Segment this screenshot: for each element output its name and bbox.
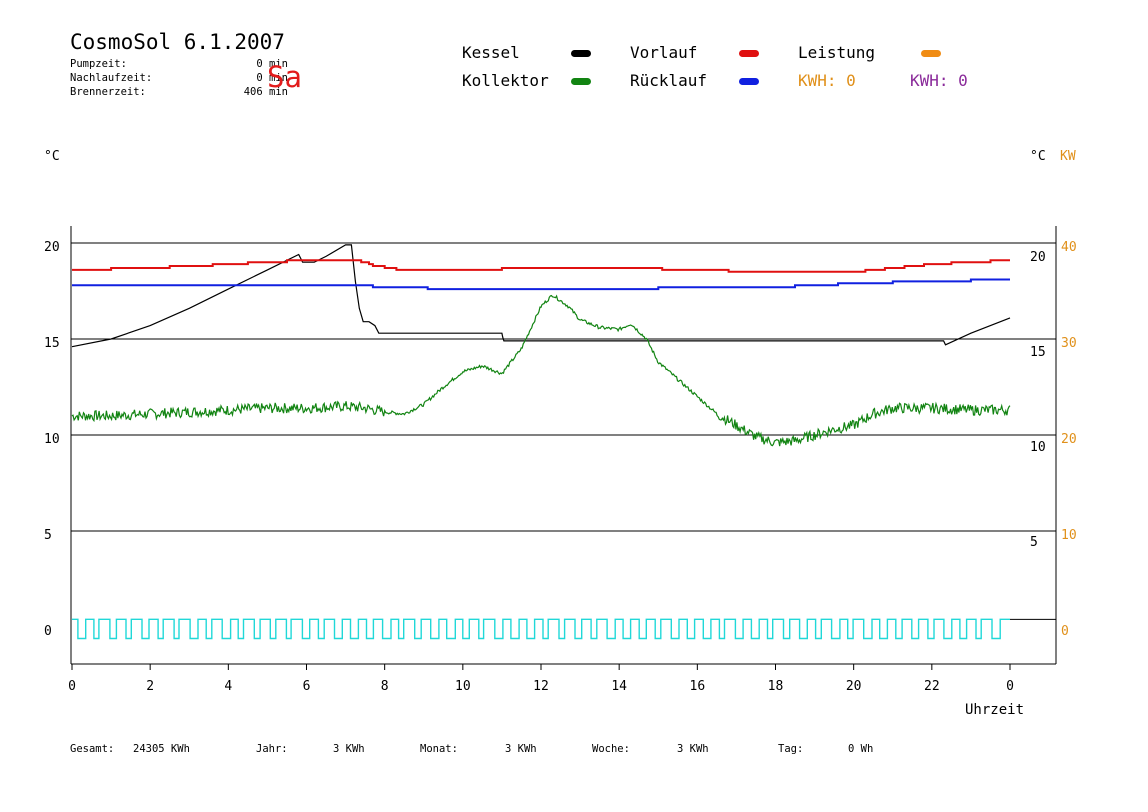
series-line-vorlauf [72, 259, 1010, 273]
right-power-tick-label: 0 [1061, 624, 1069, 639]
footer-jahr-value: 3 KWh [333, 743, 365, 755]
x-tick-label: 10 [455, 679, 471, 694]
x-tick-label: 8 [381, 679, 389, 694]
right-power-tick-label: 30 [1061, 336, 1077, 351]
x-tick-label: 12 [533, 679, 549, 694]
legend-label-leistung: Leistung [798, 43, 876, 62]
left-axis-unit: °C [44, 149, 60, 164]
legend-swatch-kessel [571, 50, 591, 57]
footer-gesamt-value: 24305 KWh [133, 743, 190, 755]
x-tick-label: 16 [690, 679, 706, 694]
x-tick-label: 6 [303, 679, 311, 694]
legend-swatch-vorlauf [739, 50, 759, 57]
left-tick-label: 0 [44, 624, 52, 639]
series-line-kollektor [71, 294, 1011, 447]
footer-woche-label: Woche: [592, 743, 630, 755]
right-axis-power-unit: KW [1060, 149, 1076, 164]
legend-label-kollektor: Kollektor [462, 71, 549, 90]
footer-tag-value: 0 Wh [848, 743, 874, 755]
legend-swatch-kollektor [571, 78, 591, 85]
x-tick-label: 20 [846, 679, 862, 694]
right-axis-temp-unit: °C [1030, 149, 1046, 164]
legend-label-vorlauf: Vorlauf [630, 43, 698, 62]
right-power-tick-label: 40 [1061, 240, 1077, 255]
footer-tag-label: Tag: [778, 743, 804, 755]
footer-monat-label: Monat: [420, 743, 458, 755]
x-axis-label: Uhrzeit [965, 702, 1025, 718]
x-tick-label: 0 [68, 679, 76, 694]
legend-swatch-leistung [921, 50, 941, 57]
right-temp-tick-label: 5 [1030, 535, 1038, 550]
x-tick-label: 14 [611, 679, 627, 694]
footer-jahr-label: Jahr: [256, 743, 288, 755]
legend-label-kessel: Kessel [462, 43, 520, 62]
stat-label: Brennerzeit: [70, 86, 146, 98]
stat-row-brennerzeit: Brennerzeit: 406 min [70, 86, 288, 98]
stat-value: 0 min [256, 72, 288, 84]
x-tick-label: 4 [224, 679, 232, 694]
kwh-orange-label: KWH: 0 [798, 71, 856, 90]
left-tick-label: 5 [44, 528, 52, 543]
series-line-ruecklauf [72, 278, 1010, 291]
right-power-tick-label: 10 [1061, 528, 1077, 543]
x-tick-label: 2 [146, 679, 154, 694]
legend-swatch-ruecklauf [739, 78, 759, 85]
weekday-label: Sa [267, 60, 302, 94]
series-line-kessel [71, 244, 1011, 348]
right-temp-tick-label: 20 [1030, 250, 1046, 265]
left-tick-label: 20 [44, 240, 60, 255]
stat-row-pumpzeit: Pumpzeit: 0 min [70, 58, 288, 70]
left-tick-label: 15 [44, 336, 60, 351]
x-tick-label: 22 [924, 679, 940, 694]
footer-monat-value: 3 KWh [505, 743, 537, 755]
right-power-tick-label: 20 [1061, 432, 1077, 447]
x-tick-label: 18 [768, 679, 784, 694]
stat-value: 0 min [256, 58, 288, 70]
stat-row-nachlaufzeit: Nachlaufzeit: 0 min [70, 72, 288, 84]
stat-label: Pumpzeit: [70, 58, 127, 70]
footer-woche-value: 3 KWh [677, 743, 709, 755]
stat-label: Nachlaufzeit: [70, 72, 153, 84]
kwh-purple-label: KWH: 0 [910, 71, 968, 90]
footer-gesamt-label: Gesamt: [70, 743, 115, 755]
stat-value: 406 min [243, 86, 288, 98]
x-tick-label: 0 [1006, 679, 1014, 694]
pump-signal-line [72, 618, 1010, 640]
left-tick-label: 10 [44, 432, 60, 447]
legend-label-ruecklauf: Rücklauf [630, 71, 708, 90]
right-temp-tick-label: 10 [1030, 440, 1046, 455]
chart-title: CosmoSol 6.1.2007 [70, 30, 285, 54]
right-temp-tick-label: 15 [1030, 345, 1046, 360]
